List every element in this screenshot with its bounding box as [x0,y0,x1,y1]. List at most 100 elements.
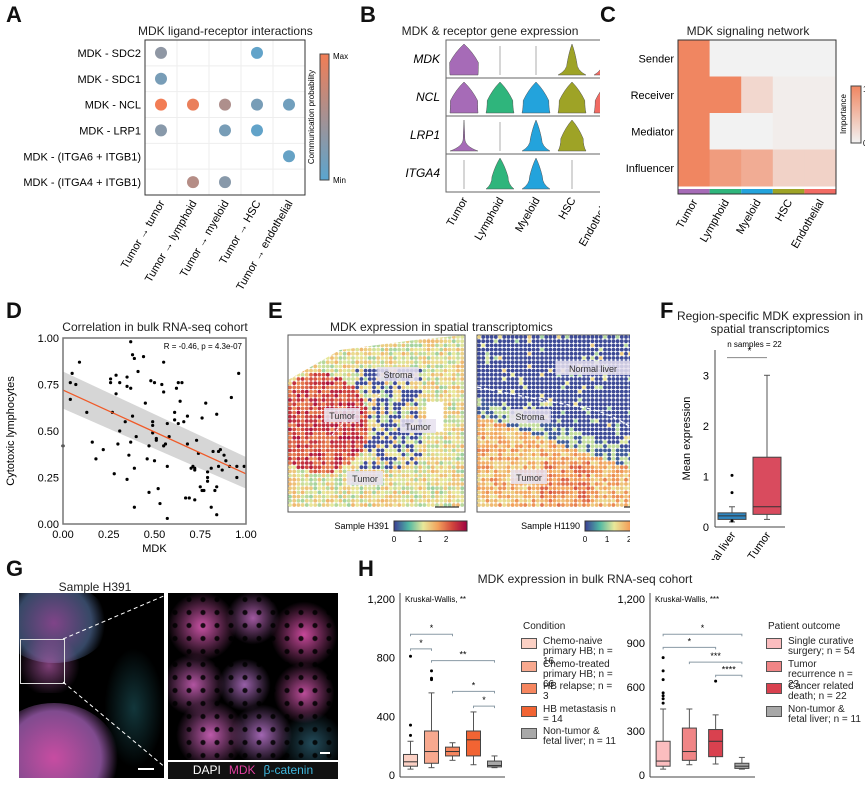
legend-swatch [766,660,782,672]
row-label: Mediator [631,126,674,138]
plot-frame [677,39,837,195]
significance-bracket [431,660,495,663]
region-label-box [377,367,419,381]
y-tick-label: 0.50 [38,426,59,438]
kruskal-wallis-annotation: Kruskal-Wallis, ** [405,595,466,604]
data-point [70,371,74,375]
interaction-dot [283,98,295,111]
data-point [193,466,197,470]
interaction-dot [283,150,295,163]
violin-shape [449,119,479,152]
data-point [174,386,179,390]
x-axis-label: MDK [142,543,167,555]
data-point [209,466,213,470]
h2-legend-title: Patient outcome [768,621,841,632]
y-axis-label: Cytotoxic lymphocytes [5,376,17,486]
data-point [198,485,202,489]
violin-shape [485,157,515,190]
x-tick-label: Myeloid [513,196,542,235]
y-tick-label: 900 [627,638,645,650]
colorscale-tick: 2 [627,535,630,544]
panel-letter-e: E [268,298,283,323]
col-label: Tumor [674,197,700,230]
stain-label-mdk: MDK [228,763,256,777]
outlier-point [730,473,734,477]
data-point [74,382,78,387]
x-tick-label: Tumor [746,530,774,560]
data-point [215,485,219,489]
data-point [242,464,246,468]
data-point [130,353,135,357]
data-point [235,475,239,480]
heatmap-cell [678,149,711,187]
chart-c-heatmap: Sender Receiver Mediator Influencer TumorLym… [626,39,865,251]
data-point [205,479,210,483]
heatmap-cell [709,76,742,114]
colorbar-label: Communication probability [307,70,316,164]
chart-a-title: MDK ligand-receptor interactions [138,24,313,38]
y-tick-label: 0.25 [38,473,59,485]
heatmap-cell [741,149,774,187]
row-label: Influencer [626,163,675,175]
interaction-dot [251,124,263,137]
chart-b-title: MDK & receptor gene expression [401,24,579,38]
legend-swatch [521,728,537,739]
data-point [215,412,219,416]
colorscale-bar [393,520,468,532]
y-tick-label: MDK - LRP1 [79,125,141,137]
y-tick-label: 0 [639,770,645,782]
significance-label: * [688,636,692,646]
violin-shape [521,119,551,152]
legend-item: Chemo-treated primary HB; n = 66 [521,659,617,690]
heatmap-cell [678,76,711,114]
significance-bracket [410,633,453,637]
outlier-point [430,669,433,673]
legend-item: Cancer related death; n = 22 [766,682,862,702]
chart-e-title: MDK expression in spatial transcriptomic… [330,320,553,334]
data-point [116,442,120,446]
y-tick-label: 1,200 [367,594,395,606]
outlier-point [661,697,665,701]
violin-shape [521,157,551,190]
heatmap-cell [804,40,837,77]
data-point [167,434,171,439]
data-point [163,442,168,446]
data-point [112,472,116,476]
data-point [216,464,221,468]
significance-bracket [688,661,743,665]
heatmap-cell [709,113,742,150]
x-tick-label: 0.75 [190,529,211,541]
region-label-box [555,361,630,375]
box [403,753,418,767]
violin-row-frame [445,153,600,193]
x-tick-label: HSC [557,195,579,221]
data-point [229,395,233,400]
data-point [94,457,98,461]
box [752,456,782,515]
legend-item: HB metastasis n = 14 [521,703,617,725]
data-point [204,401,208,405]
colorbar-min-label: Min [333,176,346,185]
significance-bracket [473,705,495,709]
heatmap-cell [741,76,774,114]
legend-swatch [521,683,537,694]
interaction-dot [187,176,199,189]
chart-d-scatter-plot: 0.00 0.25 0.50 0.75 1.00 0.00 0.25 0.50 0.75 1.00… [5,333,257,555]
data-point [156,487,160,491]
x-tick-label: Tumor → endothelial [234,199,295,293]
legend-swatch [766,705,782,717]
x-tick-label: Endothelial [577,196,600,249]
interaction-dot [155,72,167,85]
legend-swatch [766,683,782,694]
region-label-box [324,408,360,422]
colorscale-tick: 0 [583,535,588,544]
interaction-dot [155,124,167,137]
heatmap-cell [772,76,805,114]
outlier-point [730,491,734,495]
data-point [129,340,133,344]
significance-label: **** [722,664,737,674]
significance-label: * [430,623,434,633]
y-tick-label: 0 [703,522,709,534]
legend-label: HB metastasis n = 14 [543,703,616,725]
